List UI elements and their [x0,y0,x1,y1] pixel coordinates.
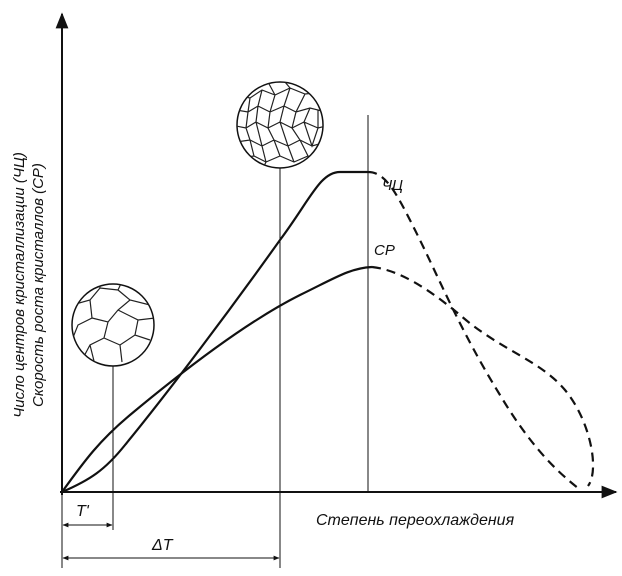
marker-label: T' [76,503,90,520]
grain-circle-coarse [72,284,154,366]
growth-curve-dashed [372,267,593,486]
y-axis-label: Скорость роста кристаллов (СР) [30,163,47,407]
curve-label: СР [374,242,395,259]
x-axis-label: Степень переохлаждения [316,512,515,529]
curve-label: ЧЦ [382,177,403,194]
marker-label: ΔT [151,537,174,554]
nucleation-curve-dashed [368,172,578,488]
y-axis-label: Число центров кристаллизации (ЧЦ) [11,152,28,418]
diagram: Число центров кристаллизации (ЧЦ) Скорос… [0,0,622,576]
